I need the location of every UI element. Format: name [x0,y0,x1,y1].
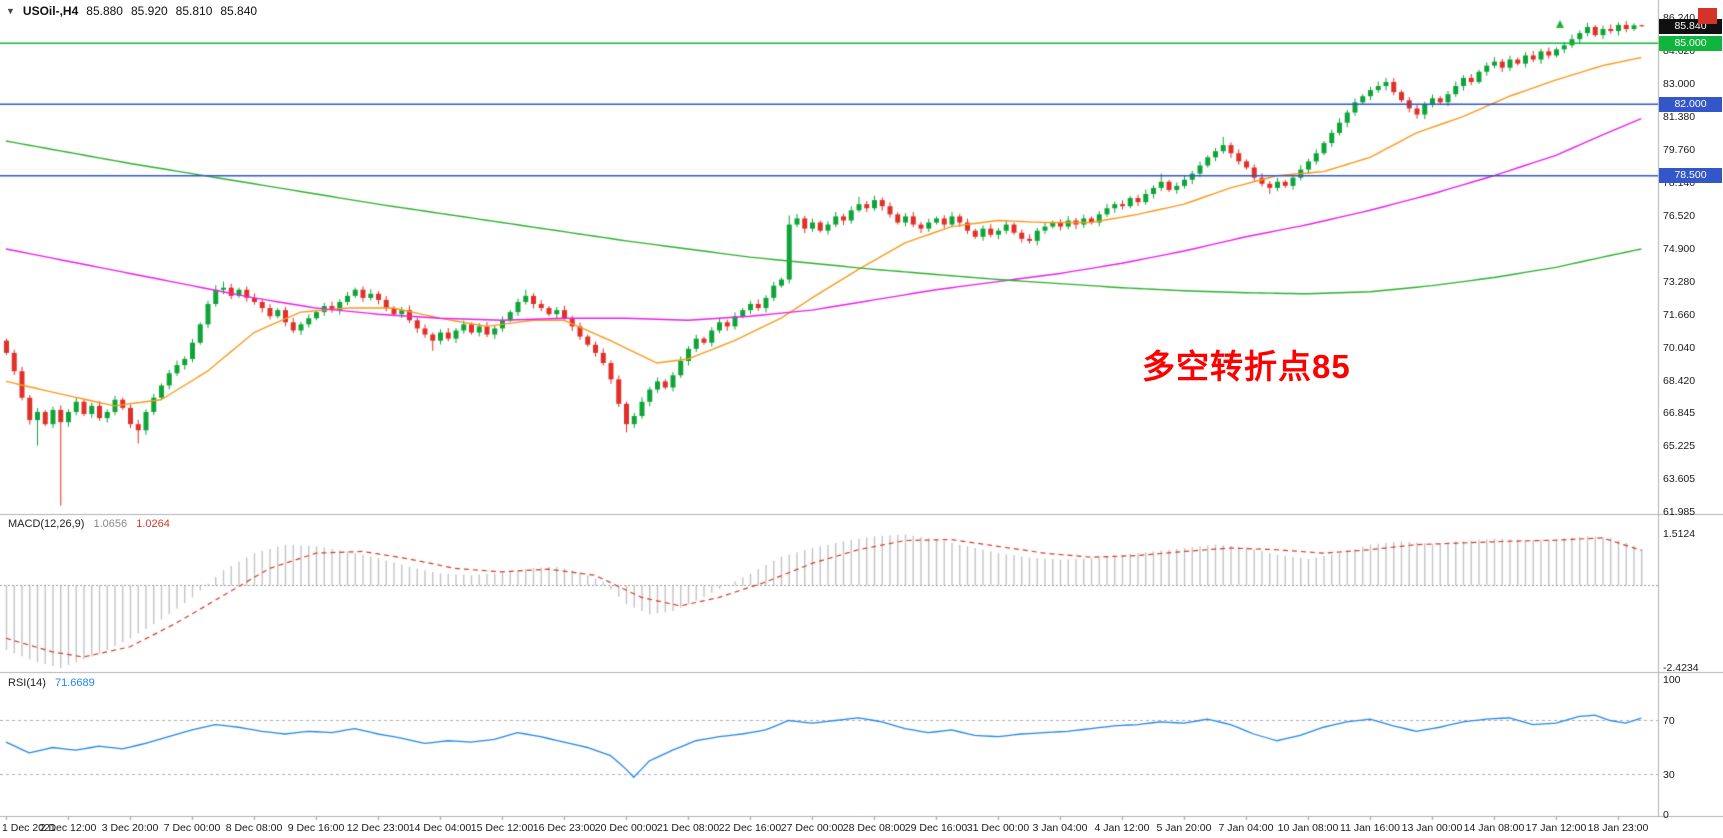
price-axis-label: 63.605 [1663,473,1696,486]
time-axis-label: 2 Dec 12:00 [39,822,97,834]
hline-badge-78-5: 78.500 [1659,168,1722,184]
price-axis-label: 61.985 [1663,506,1696,519]
time-axis-label: 29 Dec 16:00 [904,822,968,834]
ohlc-low: 85.810 [175,4,213,18]
time-axis-label: 5 Jan 20:00 [1156,822,1212,834]
time-axis-label: 11 Jan 16:00 [1340,822,1400,834]
symbol-timeframe-label: USOil-,H4 [22,4,79,18]
time-axis-label: 1 Dec 2021 [2,822,56,834]
macd-main-value: 1.0656 [93,518,128,530]
rsi-panel-label: RSI(14) 71.6689 [8,677,101,689]
ohlc-close: 85.840 [220,4,258,18]
ohlc-high: 85.920 [130,4,168,18]
time-axis-label: 8 Dec 08:00 [225,822,283,834]
time-axis-label: 7 Dec 00:00 [163,822,221,834]
time-axis-label: 7 Jan 04:00 [1218,822,1274,834]
time-axis-label: 4 Jan 12:00 [1094,822,1150,834]
time-axis-label: 9 Dec 16:00 [287,822,345,834]
red-rectangle-marker[interactable] [1698,8,1717,24]
time-axis-label: 14 Dec 04:00 [408,822,472,834]
macd-name: MACD(12,26,9) [8,518,85,530]
price-axis-label: 1.5124 [1663,528,1696,540]
price-axis-label: 70.040 [1663,341,1696,354]
time-axis-label: 10 Jan 08:00 [1277,822,1339,834]
price-axis-label: 76.520 [1663,209,1696,222]
rsi-value: 71.6689 [54,677,95,689]
time-axis-label: 3 Dec 20:00 [101,822,159,834]
symbol-header: ▼ USOil-,H4 85.880 85.920 85.810 85.840 [6,4,257,18]
price-axis-label: 81.380 [1663,110,1696,123]
hline-badge-85: 85.000 [1659,35,1722,51]
price-axis-label: 79.760 [1663,143,1696,156]
time-axis-label: 22 Dec 16:00 [718,822,782,834]
chart-annotation-text[interactable]: 多空转折点85 [1142,348,1351,385]
price-axis[interactable]: 86.24084.62083.00081.38079.76078.14076.5… [1658,0,1723,821]
price-axis-label: 68.420 [1663,374,1696,387]
time-axis-label: 12 Dec 23:00 [346,822,410,834]
price-axis-label: 73.280 [1663,275,1696,288]
time-axis-label: 16 Dec 23:00 [532,822,596,834]
price-axis-label: 100 [1663,674,1681,686]
price-axis-label: 74.900 [1663,242,1696,255]
time-axis-label: 28 Dec 08:00 [842,822,906,834]
price-axis-label: 70 [1663,714,1675,727]
price-axis-label: 0 [1663,809,1669,821]
ohlc-open: 85.880 [86,4,123,18]
time-axis-label: 20 Dec 00:00 [594,822,658,834]
time-axis-label: 21 Dec 08:00 [656,822,720,834]
time-axis-label: 14 Jan 08:00 [1463,822,1525,834]
time-axis-label: 17 Jan 12:00 [1525,822,1587,834]
price-axis-label: -2.4234 [1663,662,1699,674]
macd-panel-label: MACD(12,26,9) 1.0656 1.0264 [8,518,176,530]
time-axis-label: 3 Jan 04:00 [1032,822,1088,834]
time-axis-label: 27 Dec 00:00 [780,822,844,834]
price-axis-label: 66.845 [1663,407,1696,420]
time-axis-label: 18 Jan 23:00 [1587,822,1649,834]
price-axis-label: 30 [1663,768,1675,781]
price-axis-label: 65.225 [1663,440,1696,453]
time-axis-label: 13 Jan 00:00 [1401,822,1463,834]
time-axis[interactable]: 1 Dec 2021 2 Dec 12:00 3 Dec 20:00 7 Dec 00… [0,819,1658,838]
hline-badge-82: 82.000 [1659,96,1722,112]
price-axis-label: 83.000 [1663,77,1696,90]
time-axis-label: 15 Dec 12:00 [470,822,534,834]
macd-signal-value: 1.0264 [136,518,170,530]
time-axis-label: 31 Dec 00:00 [966,822,1030,834]
price-axis-label: 71.660 [1663,308,1696,321]
dropdown-icon[interactable]: ▼ [6,6,15,16]
rsi-name: RSI(14) [8,677,46,689]
